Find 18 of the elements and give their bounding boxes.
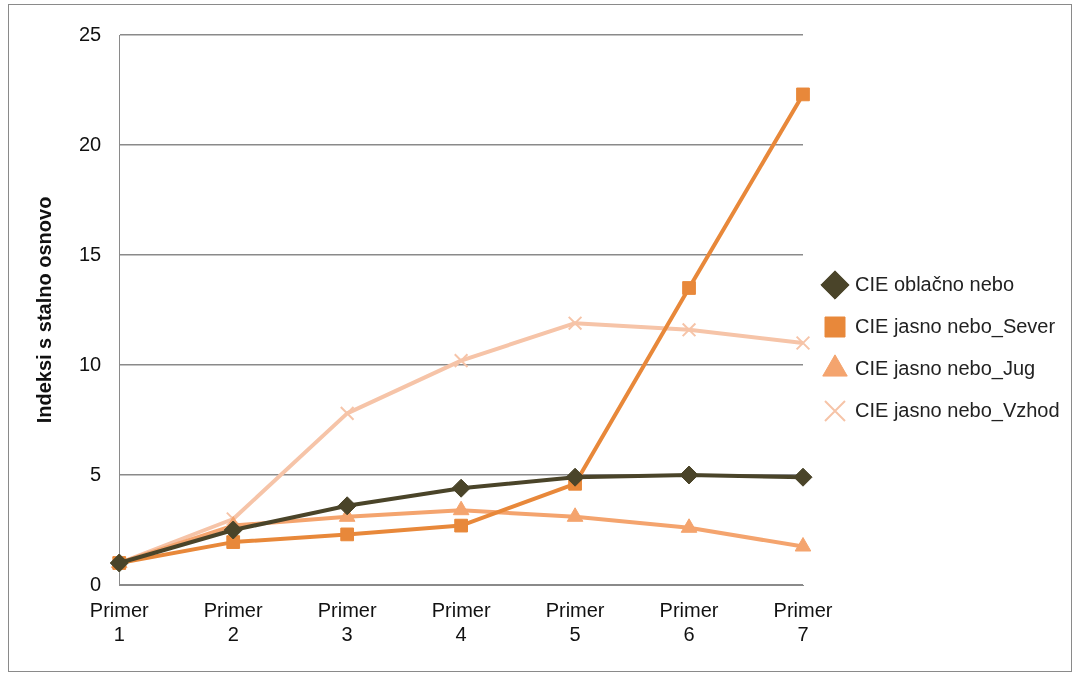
legend-label: CIE oblačno nebo — [855, 272, 1015, 295]
x-tick-label: Primer 7 — [773, 598, 833, 645]
y-tick-label: 15 — [79, 242, 102, 265]
legend-label: CIE jasno nebo_Vzhod — [855, 398, 1060, 422]
x-tick-label: Primer 6 — [659, 598, 719, 645]
y-tick-label: 10 — [79, 352, 102, 375]
x-tick-label: Primer 3 — [317, 598, 377, 645]
y-tick-label: 0 — [90, 572, 102, 595]
y-tick-label: 25 — [79, 22, 102, 45]
x-tick-label: Primer 4 — [431, 598, 491, 645]
legend-label: CIE jasno nebo_Sever — [855, 314, 1056, 338]
y-tick-label: 20 — [79, 132, 102, 155]
legend-label: CIE jasno nebo_Jug — [855, 356, 1036, 380]
x-tick-label: Primer 2 — [203, 598, 263, 645]
y-axis-title: Indeksi s stalno osnovo — [32, 196, 55, 424]
y-tick-label: 5 — [90, 462, 102, 485]
x-tick-label: Primer 1 — [89, 598, 150, 645]
x-tick-label: Primer 5 — [545, 598, 605, 645]
